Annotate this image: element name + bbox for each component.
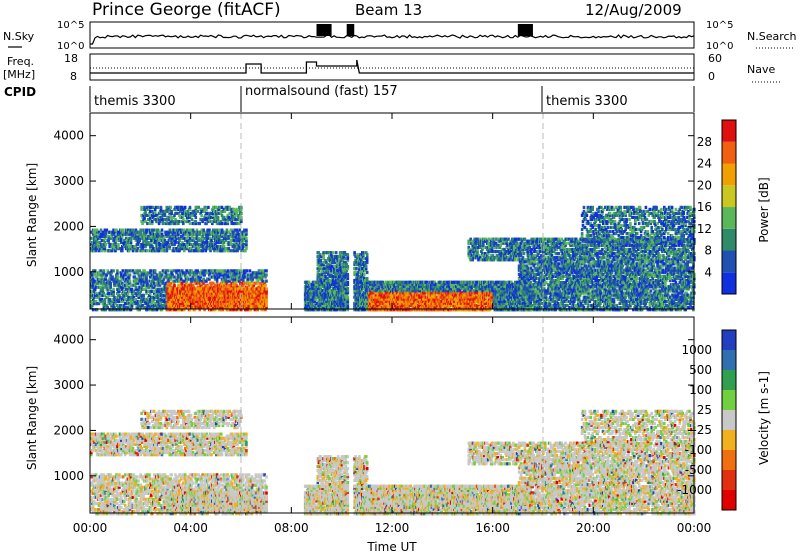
scatter-cell xyxy=(246,269,249,272)
scatter-cell xyxy=(129,273,132,276)
noise-right-label: N.Search xyxy=(747,30,797,43)
noise-tick-bottom-right: 10^0 xyxy=(706,41,733,52)
scatter-cell xyxy=(189,206,192,209)
scatter-cell xyxy=(191,218,194,221)
scatter-cell xyxy=(146,222,149,225)
scatter-cell xyxy=(200,214,203,217)
scatter-cell xyxy=(207,206,210,209)
scatter-cell xyxy=(146,249,149,252)
scatter-cell xyxy=(117,275,120,278)
freq-tick-top: 18 xyxy=(64,52,78,65)
noise-left-label: N.Sky xyxy=(3,30,35,43)
scatter-cell xyxy=(109,282,112,285)
frequency-line xyxy=(90,60,694,73)
scatter-cell xyxy=(202,229,205,232)
scatter-cell xyxy=(173,284,176,287)
nave-label: Nave xyxy=(747,63,775,76)
scatter-cell xyxy=(139,229,142,232)
scatter-cell xyxy=(197,210,200,213)
radar-rti-plot: Prince George (fitACF) Beam 13 12/Aug/20… xyxy=(0,0,800,554)
scatter-cell xyxy=(129,280,132,283)
scatter-cell xyxy=(265,280,268,283)
scatter-cell xyxy=(112,269,115,272)
noise-tick-top-right: 10^5 xyxy=(706,20,733,31)
scatter-cell xyxy=(170,210,173,213)
date-title: 12/Aug/2009 xyxy=(585,1,682,19)
scatter-cell xyxy=(195,216,198,219)
scatter-cell xyxy=(245,229,248,232)
scatter-cell xyxy=(117,243,120,246)
power-data-cells xyxy=(90,113,696,311)
scatter-cell xyxy=(198,222,201,225)
station-title: Prince George (fitACF) xyxy=(92,0,281,20)
scatter-cell xyxy=(167,269,170,272)
scatter-cell xyxy=(249,269,252,272)
noise-trace xyxy=(90,24,694,44)
scatter-cell xyxy=(195,220,198,223)
scatter-cell xyxy=(245,237,248,240)
scatter-cell xyxy=(142,294,145,297)
scatter-cell xyxy=(169,206,172,209)
scatter-cell xyxy=(189,222,192,225)
scatter-cell xyxy=(103,269,106,272)
scatter-cell xyxy=(160,206,163,209)
cpid-segment-2: normalsound (fast) 157 xyxy=(245,84,398,99)
cpid-segment-3: themis 3300 xyxy=(546,94,628,109)
noise-tick-top-left: 10^5 xyxy=(57,20,84,31)
nave-tick-bottom: 0 xyxy=(708,70,715,83)
scatter-cell xyxy=(265,273,268,276)
scatter-cell xyxy=(154,269,157,272)
cpid-segment-1: themis 3300 xyxy=(94,94,176,109)
scatter-cell xyxy=(184,206,187,209)
noise-line xyxy=(90,35,694,44)
scatter-cell xyxy=(161,229,164,232)
scatter-cell xyxy=(265,287,268,290)
scatter-cell xyxy=(146,280,149,283)
scatter-cell xyxy=(347,296,350,299)
freq-trace xyxy=(90,60,694,73)
noise-panel: N.Sky 10^5 10^0 10^5 10^0 N.Search xyxy=(3,20,797,52)
freq-label: Freq. xyxy=(7,55,34,68)
cpid-label: CPID xyxy=(4,85,36,99)
cpid-panel: CPID themis 3300 normalsound (fast) 157 … xyxy=(4,84,694,112)
scatter-cell xyxy=(227,269,230,272)
scatter-cell xyxy=(264,284,267,287)
scatter-cell xyxy=(347,287,350,290)
scatter-cell xyxy=(113,296,116,299)
beam-title: Beam 13 xyxy=(355,1,422,19)
nave-tick-top: 60 xyxy=(708,52,722,65)
scatter-cell xyxy=(265,269,268,272)
scatter-cell xyxy=(221,222,224,225)
scatter-cell xyxy=(122,229,125,232)
noise-tick-bottom-left: 10^0 xyxy=(57,41,84,52)
scatter-cell xyxy=(169,282,172,285)
scatter-cell xyxy=(105,243,108,246)
scatter-cell xyxy=(112,288,115,291)
scatter-cell xyxy=(107,292,110,295)
noise-spike xyxy=(347,24,355,36)
noise-spike xyxy=(317,24,332,36)
noise-spike xyxy=(518,24,533,36)
scatter-cell xyxy=(217,216,220,219)
freq-tick-bottom: 8 xyxy=(70,70,77,83)
scatter-cell xyxy=(111,275,114,278)
freq-panel: Freq. [MHz] 18 8 60 0 Nave xyxy=(3,52,780,83)
scatter-cell xyxy=(140,206,143,209)
scatter-cell xyxy=(116,269,119,272)
scatter-cell xyxy=(157,206,160,209)
freq-unit: [MHz] xyxy=(3,68,35,81)
